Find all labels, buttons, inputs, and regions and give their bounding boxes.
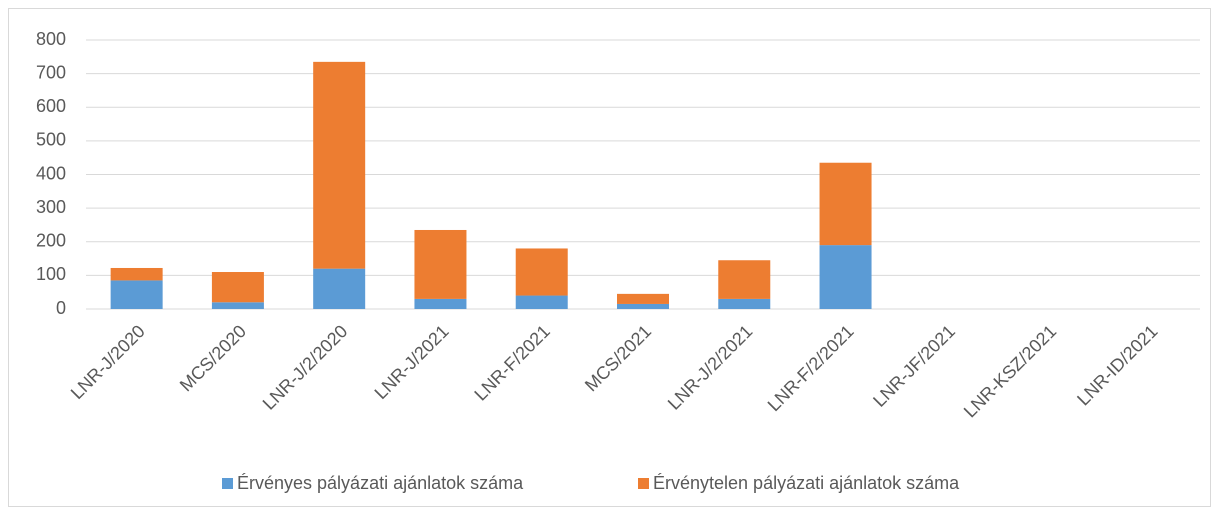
y-tick-label: 0 [56, 298, 66, 318]
bar-segment [414, 229, 467, 299]
bar-segment [718, 260, 771, 299]
bar-segment [718, 298, 771, 309]
bar-segment [110, 280, 163, 309]
bar-segment [819, 162, 872, 246]
bar-segment [211, 302, 264, 309]
y-tick-label: 800 [36, 29, 66, 49]
bar-segment [211, 272, 264, 303]
y-tick-label: 700 [36, 62, 66, 82]
y-tick-label: 100 [36, 264, 66, 284]
bar-segment [313, 61, 366, 269]
bar-segment [515, 295, 568, 309]
bar-segment [617, 293, 669, 304]
legend-label: Érvényes pályázati ajánlatok száma [237, 473, 524, 493]
y-tick-label: 400 [36, 163, 66, 183]
legend-swatch [222, 478, 233, 489]
bar-segment [819, 245, 872, 309]
bar-segment [110, 267, 163, 281]
bar-segment [414, 298, 467, 309]
y-tick-label: 200 [36, 231, 66, 251]
legend-swatch [638, 478, 649, 489]
chart-border [8, 8, 1211, 507]
y-tick-label: 500 [36, 130, 66, 150]
y-tick-label: 300 [36, 197, 66, 217]
bar-segment [313, 268, 366, 309]
y-tick-label: 600 [36, 96, 66, 116]
bar-segment [515, 248, 568, 296]
legend-label: Érvénytelen pályázati ajánlatok száma [653, 473, 960, 493]
bar-segment [617, 303, 669, 309]
